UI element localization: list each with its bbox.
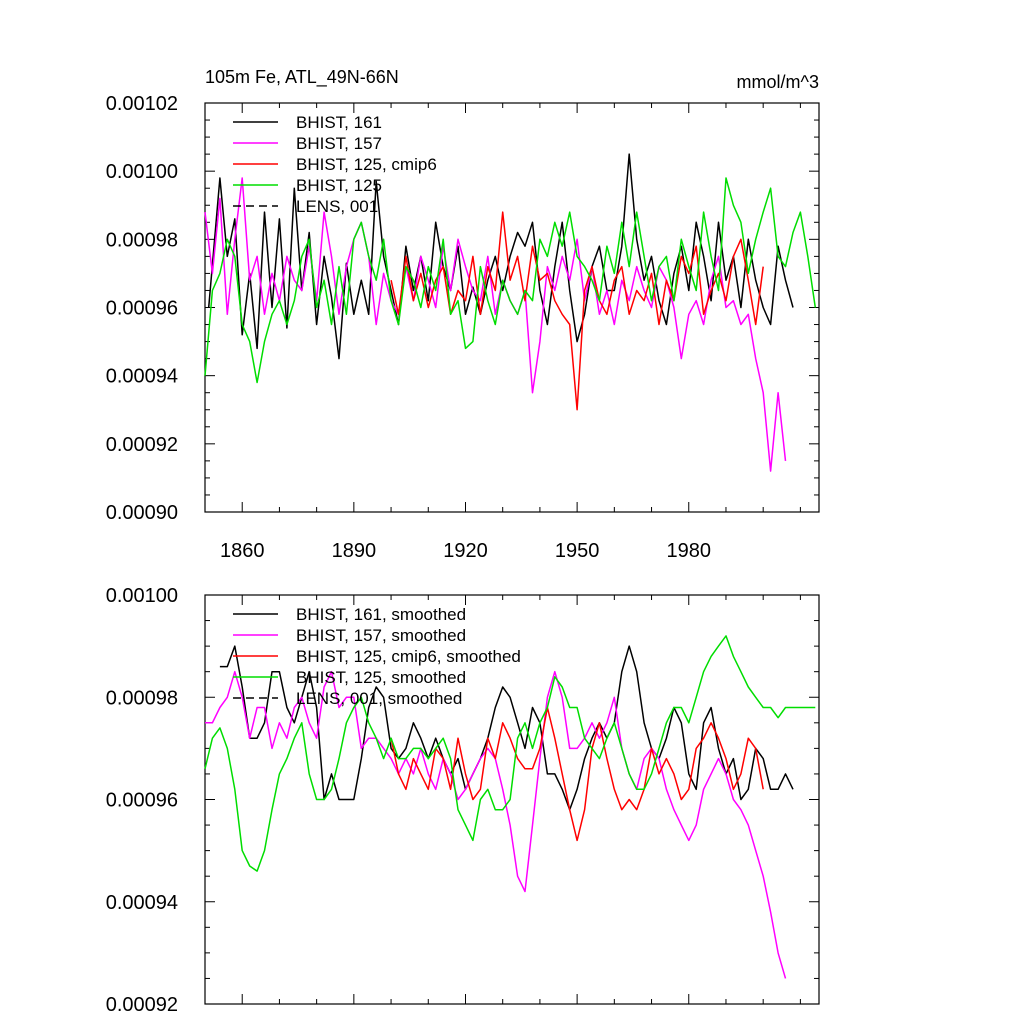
legend-label: BHIST, 125, smoothed <box>296 668 466 687</box>
legend-label: BHIST, 157, smoothed <box>296 626 466 645</box>
legend-label: LENS, 001 <box>296 197 378 216</box>
bottom-legend: BHIST, 161, smoothed BHIST, 157, smoothed… <box>233 605 521 708</box>
legend-label: BHIST, 125, cmip6, smoothed <box>296 647 521 666</box>
y-tick-label: 0.00096 <box>106 790 178 812</box>
series-line-bhist-157-smoothed <box>205 670 787 979</box>
y-tick-label: 0.00096 <box>106 298 178 320</box>
legend-label: BHIST, 161, smoothed <box>296 605 466 624</box>
y-tick-label: 0.00100 <box>106 585 178 607</box>
bottom-series-lines <box>204 635 816 979</box>
x-tick-label: 1890 <box>332 540 377 562</box>
top-chart-title: 105m Fe, ATL_49N-66N <box>205 67 399 88</box>
series-line-bhist-157 <box>204 177 787 472</box>
y-tick-label: 0.00094 <box>106 892 178 914</box>
top-legend: BHIST, 161 BHIST, 157 BHIST, 125, cmip6 BHI… <box>233 113 437 216</box>
y-tick-label: 0.00100 <box>106 161 178 183</box>
x-tick-label: 1980 <box>667 540 712 562</box>
legend-label: BHIST, 161 <box>296 113 382 132</box>
y-tick-label: 0.00092 <box>106 994 178 1016</box>
series-line-bhist-125 <box>204 177 817 384</box>
bottom-panel: 0.00092 0.00094 0.00096 0.00098 0.00100 BHIS… <box>106 585 820 1016</box>
x-tick-label: 1920 <box>443 540 488 562</box>
y-tick-label: 0.00098 <box>106 229 178 251</box>
top-series-lines <box>204 153 817 472</box>
top-y-axis: 0.00090 0.00092 0.00094 0.00096 0.00098 0.001… <box>106 93 819 524</box>
bottom-y-axis: 0.00092 0.00094 0.00096 0.00098 0.00100 <box>106 585 819 1016</box>
legend-label: BHIST, 157 <box>296 134 382 153</box>
y-tick-label: 0.00098 <box>106 687 178 709</box>
x-tick-label: 1950 <box>555 540 600 562</box>
y-tick-label: 0.00094 <box>106 366 178 388</box>
top-chart-units: mmol/m^3 <box>737 72 819 92</box>
top-x-axis: 1860 1890 1920 1950 1980 <box>204 103 801 562</box>
y-tick-label: 0.00090 <box>106 502 178 524</box>
x-tick-label: 1860 <box>220 540 265 562</box>
y-tick-label: 0.00092 <box>106 434 178 456</box>
legend-label: BHIST, 125 <box>296 176 382 195</box>
bottom-x-axis <box>204 595 801 1004</box>
y-tick-label: 0.00102 <box>106 93 178 115</box>
series-line-bhist-161 <box>207 153 794 360</box>
legend-label: BHIST, 125, cmip6 <box>296 155 437 174</box>
top-panel: 105m Fe, ATL_49N-66N mmol/m^3 0.000900.0… <box>106 67 820 562</box>
series-line-bhist-125-cmip6 <box>390 211 764 411</box>
series-line-bhist-161-smoothed <box>219 645 794 811</box>
series-line-bhist-125-cmip6-smoothed <box>390 706 764 842</box>
series-line-bhist-125-smoothed <box>204 635 816 872</box>
legend-label: LENS, 001, smoothed <box>296 689 462 708</box>
